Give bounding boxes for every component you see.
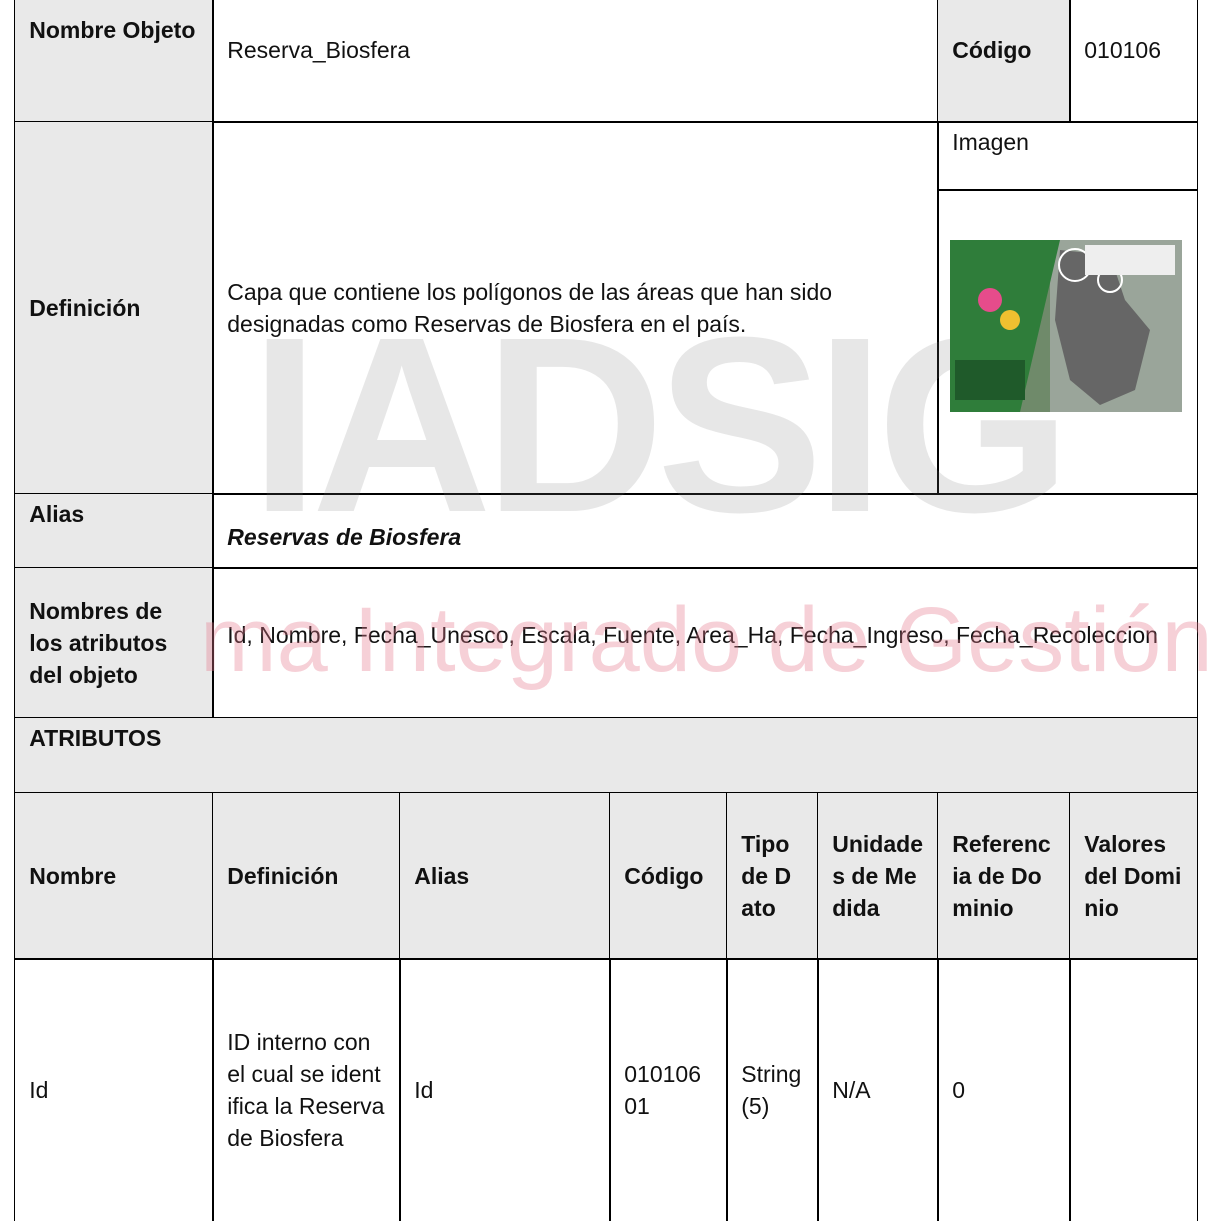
cell-text: Reservas de Biosfera <box>227 524 462 550</box>
cell-text: Definición <box>227 863 339 889</box>
column-header: Referencia de Dominio <box>937 792 1071 960</box>
column-header: Alias <box>399 792 611 960</box>
cell-text: Alias <box>414 863 470 889</box>
cell-text: ID interno con el cual se identifica la … <box>227 1029 385 1151</box>
column-header: Nombre <box>14 792 214 960</box>
cell-text: Definición <box>29 295 141 321</box>
cell-text: 01010601 <box>624 1061 701 1119</box>
value: Reserva_Biosfera <box>212 0 939 123</box>
section-title: ATRIBUTOS <box>14 717 1198 794</box>
cell-text: Código <box>624 863 704 889</box>
cell-text: Id <box>414 1077 434 1103</box>
table-cell: Id <box>399 958 611 1221</box>
table-cell: 0 <box>937 958 1071 1221</box>
table-cell <box>1069 958 1198 1221</box>
cell-text: Nombre <box>29 863 117 889</box>
image-cell <box>937 189 1198 495</box>
label: Nombres de los atributos del objeto <box>14 567 214 719</box>
table-cell: 01010601 <box>609 958 728 1221</box>
cell-text: ATRIBUTOS <box>29 725 162 752</box>
column-header: Definición <box>212 792 401 960</box>
cell-text: Código <box>952 37 1032 64</box>
cell-text: Valores del Dominio <box>1084 831 1182 921</box>
cell-text: 010106 <box>1084 37 1161 64</box>
image-thumbnail <box>950 240 1182 412</box>
cell-text: Id, Nombre, Fecha_Unesco, Escala, Fuente… <box>227 622 1158 648</box>
table-cell: String (5) <box>726 958 819 1221</box>
cell-text: Tipo de Dato <box>741 831 792 921</box>
cell-text: Nombres de los atributos del objeto <box>29 598 168 688</box>
cell-text: Referencia de Dominio <box>952 831 1051 921</box>
cell-text: Capa que contiene los polígonos de las á… <box>227 279 833 337</box>
cell-text: N/A <box>832 1077 871 1103</box>
table-cell: ID interno con el cual se identifica la … <box>212 958 401 1221</box>
label: Definición <box>14 121 214 495</box>
cell-text: Unidades de Medida <box>832 831 923 921</box>
cell-text: Imagen <box>952 129 1029 156</box>
value: Capa que contiene los polígonos de las á… <box>212 121 939 495</box>
cell-text: Id <box>29 1077 49 1103</box>
cell-text: 0 <box>952 1077 966 1103</box>
cell-text: Reserva_Biosfera <box>227 37 411 64</box>
label: Nombre Objeto <box>14 0 214 123</box>
label: Código <box>937 0 1071 123</box>
value: Reservas de Biosfera <box>212 493 1198 569</box>
cell-text: Alias <box>29 501 85 528</box>
table-cell: N/A <box>817 958 939 1221</box>
cell-text: Nombre Objeto <box>29 17 196 44</box>
column-header: Unidades de Medida <box>817 792 939 960</box>
label: Alias <box>14 493 214 569</box>
value: 010106 <box>1069 0 1198 123</box>
column-header: Código <box>609 792 728 960</box>
cell-text: String (5) <box>741 1061 802 1119</box>
column-header: Tipo de Dato <box>726 792 819 960</box>
column-header: Valores del Dominio <box>1069 792 1198 960</box>
label: Imagen <box>937 121 1198 191</box>
value: Id, Nombre, Fecha_Unesco, Escala, Fuente… <box>212 567 1198 719</box>
table-cell: Id <box>14 958 214 1221</box>
